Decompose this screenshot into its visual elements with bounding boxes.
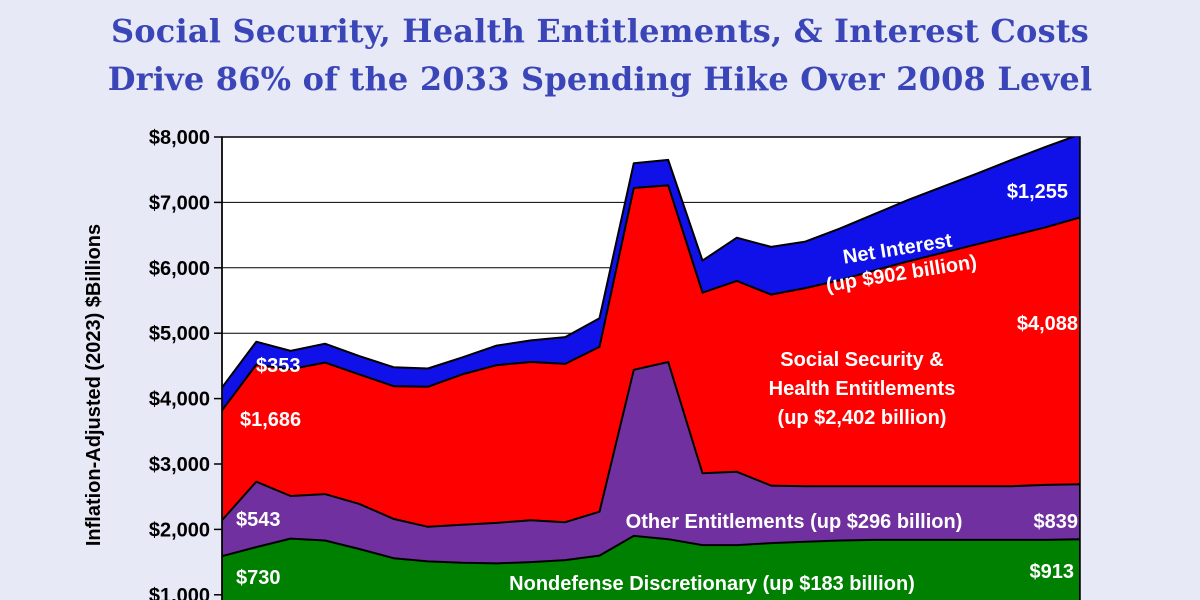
y-axis-label: Inflation-Adjusted (2023) $Billions [83,224,105,546]
other-2008-label: $543 [236,509,281,531]
y-tick-label: $4,000 [149,389,210,411]
nondef-2033-label: $913 [1030,561,1075,583]
ss-series-label-line-2: Health Entitlements [769,378,956,400]
other-entitlements-series-label: Other Entitlements (up $296 billion) [626,511,963,533]
interest-2008-label: $353 [256,355,301,377]
nondefense-series-label: Nondefense Discretionary (up $183 billio… [509,573,915,595]
ss-2033-label: $4,088 [1017,313,1078,335]
y-tick-label: $6,000 [149,258,210,280]
nondef-2008-label: $730 [236,567,281,589]
y-tick-label: $5,000 [149,323,210,345]
y-axis: $1,000 $2,000 $3,000 $4,000 $5,000 $6,000 $7,0… [149,127,223,600]
y-tick-label: $7,000 [149,192,210,214]
nondefense-area [222,534,1080,600]
ss-series-label-line-1: Social Security & [780,349,943,371]
y-tick-label: $2,000 [149,519,210,541]
other-2033-label: $839 [1034,511,1079,533]
ss-series-label-line-3: (up $2,402 billion) [778,407,947,429]
interest-2033-label: $1,255 [1007,181,1068,203]
chart-title-line-2: Drive 86% of the 2033 Spending Hike Over… [107,60,1093,98]
y-tick-label: $8,000 [149,127,210,149]
ss-2008-label: $1,686 [240,409,301,431]
chart-title-line-1: Social Security, Health Entitlements, & … [110,12,1090,50]
y-tick-label: $1,000 [149,585,210,600]
area-series-group [222,137,1080,600]
y-tick-label: $3,000 [149,454,210,476]
